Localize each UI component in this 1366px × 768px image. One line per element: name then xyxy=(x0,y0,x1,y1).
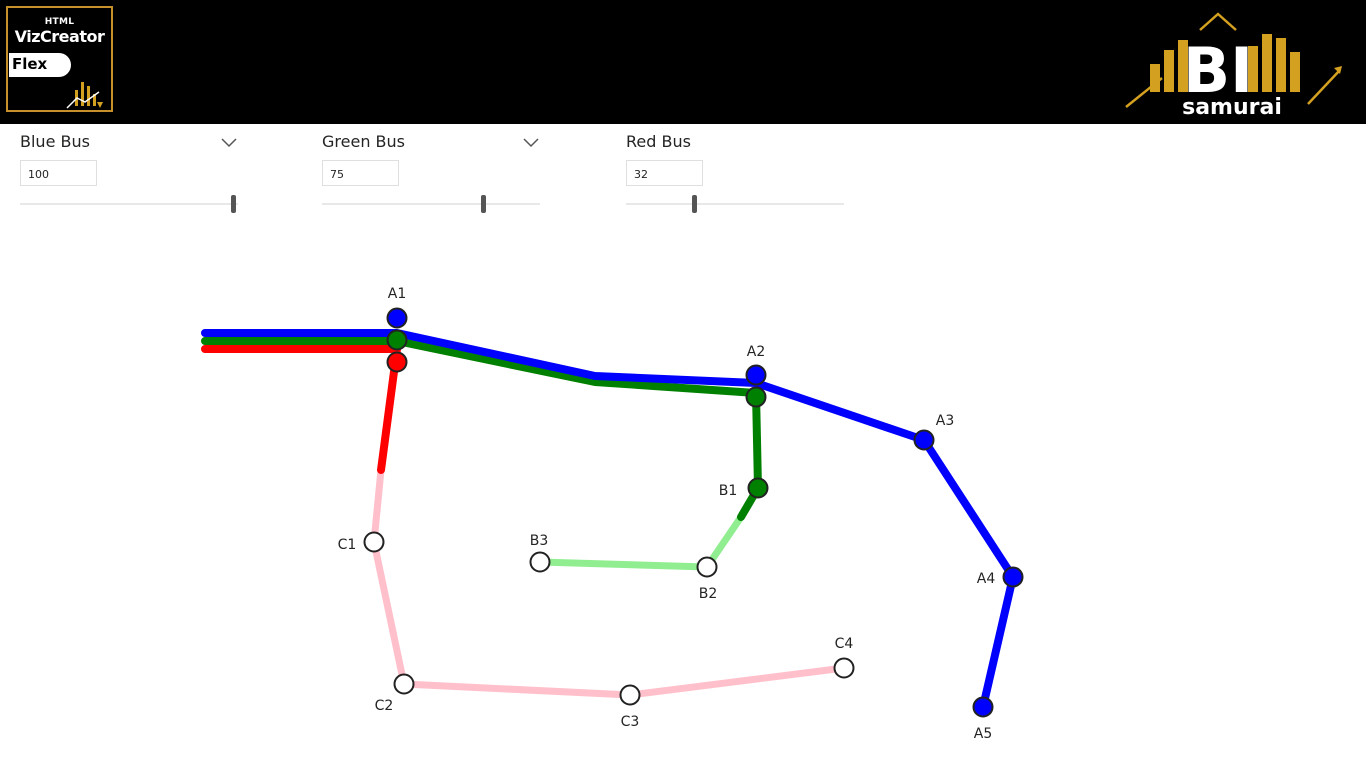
red-bus-slider-thumb[interactable] xyxy=(692,195,697,213)
vizcreator-logo: HTML VizCreator Flex xyxy=(6,6,113,112)
stop-b1[interactable] xyxy=(747,477,769,499)
red-bus-slider-track[interactable] xyxy=(626,203,844,205)
stop-a1-green[interactable] xyxy=(386,329,408,351)
label-a3: A3 xyxy=(936,413,954,429)
label-a1: A1 xyxy=(388,286,406,302)
stop-c1[interactable] xyxy=(363,531,385,553)
chevron-down-icon[interactable] xyxy=(220,136,238,148)
green-bus-slider-thumb[interactable] xyxy=(481,195,486,213)
chevron-down-icon[interactable] xyxy=(522,136,540,148)
red-bus-value-input[interactable]: 32 xyxy=(626,160,703,186)
green-bus-slicer[interactable]: Green Bus 75 xyxy=(322,128,542,218)
green-bus-label: Green Bus xyxy=(322,132,405,151)
logo-line-2: VizCreator xyxy=(14,27,105,46)
blue-route-traveled xyxy=(201,329,1017,711)
red-route-traveled xyxy=(201,345,401,474)
chart-growth-icon xyxy=(66,82,103,109)
logo-line-3: Flex xyxy=(12,55,48,73)
green-route-traveled xyxy=(201,337,762,521)
stop-c4[interactable] xyxy=(833,657,855,679)
label-a5: A5 xyxy=(974,726,992,742)
logo-flex-pill xyxy=(9,53,71,77)
stop-a5[interactable] xyxy=(972,696,994,718)
label-b2: B2 xyxy=(699,586,718,602)
red-route-remaining xyxy=(370,466,848,699)
blue-bus-slider-thumb[interactable] xyxy=(231,195,236,213)
label-c4: C4 xyxy=(835,636,854,652)
stop-b3[interactable] xyxy=(529,551,551,573)
label-b1: B1 xyxy=(719,483,738,499)
label-c1: C1 xyxy=(338,537,357,553)
stop-a1-red[interactable] xyxy=(386,351,408,373)
blue-bus-label: Blue Bus xyxy=(20,132,90,151)
stop-a3[interactable] xyxy=(913,429,935,451)
stop-c3[interactable] xyxy=(619,684,641,706)
green-bus-value-input[interactable]: 75 xyxy=(322,160,399,186)
stop-b2[interactable] xyxy=(696,556,718,578)
label-c2: C2 xyxy=(375,698,394,714)
label-a4: A4 xyxy=(977,571,996,587)
stop-a2-blue[interactable] xyxy=(745,364,767,386)
samurai-text: samurai xyxy=(1182,95,1282,118)
bus-route-map: A1 A2 A3 A4 A5 B1 B2 B3 C1 C2 C3 C4 xyxy=(201,286,1024,742)
header-banner: HTML VizCreator Flex BI samurai xyxy=(0,0,1366,124)
red-bus-slicer[interactable]: Red Bus 32 xyxy=(626,128,846,218)
blue-bus-slicer[interactable]: Blue Bus 100 xyxy=(20,128,240,218)
bi-text: BI xyxy=(1183,34,1253,107)
bi-samurai-logo: BI samurai xyxy=(1125,12,1342,118)
red-bus-label: Red Bus xyxy=(626,132,691,151)
stop-a4[interactable] xyxy=(1002,566,1024,588)
logo-line-1: HTML xyxy=(44,17,75,27)
blue-bus-value-input[interactable]: 100 xyxy=(20,160,97,186)
blue-bus-slider-track[interactable] xyxy=(20,203,238,205)
label-c3: C3 xyxy=(621,714,640,730)
green-bus-slider-track[interactable] xyxy=(322,203,540,205)
stop-a1-blue[interactable] xyxy=(386,307,408,329)
stop-c2[interactable] xyxy=(393,673,415,695)
label-b3: B3 xyxy=(530,533,549,549)
label-a2: A2 xyxy=(747,344,765,360)
stop-a2-green[interactable] xyxy=(745,386,767,408)
